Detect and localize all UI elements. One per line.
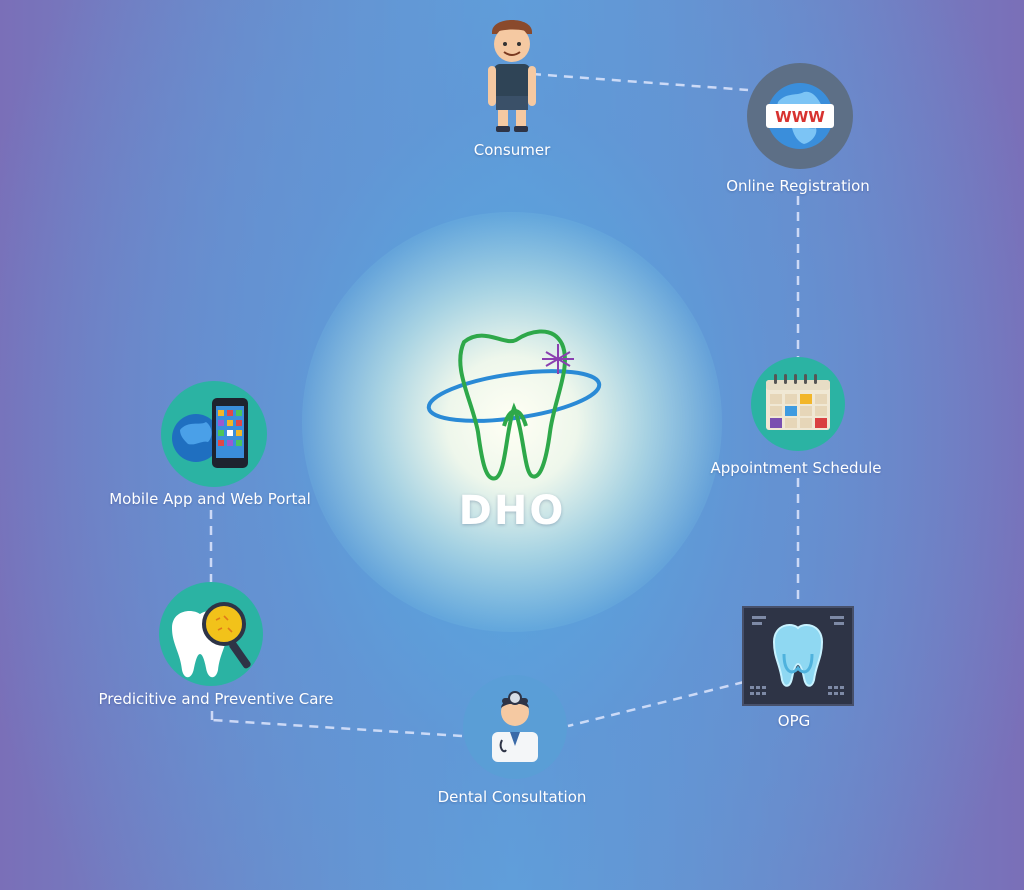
globe-www-icon: WWW [747, 63, 853, 169]
label-consumer: Consumer [473, 141, 551, 159]
label-mobile-app: Mobile App and Web Portal [109, 490, 311, 508]
tooth-logo-icon [426, 329, 602, 481]
label-predictive-care: Predicitive and Preventive Care [98, 690, 334, 708]
www-text: WWW [775, 108, 825, 126]
connector-opg-consultation [567, 680, 745, 728]
tooth-magnifier-icon [159, 582, 263, 686]
xray-tooth-icon [742, 606, 854, 706]
center-title: DHO [458, 488, 566, 534]
doctor-icon [463, 675, 567, 779]
label-opg: OPG [777, 712, 811, 730]
connector-consultation-predictive [211, 718, 463, 738]
label-appointment-schedule: Appointment Schedule [710, 459, 882, 477]
connector-consumer-registration [531, 72, 749, 92]
label-online-registration: Online Registration [726, 177, 870, 195]
person-icon [488, 20, 536, 132]
label-dental-consultation: Dental Consultation [437, 788, 587, 806]
calendar-icon [751, 357, 845, 451]
globe-phone-icon [161, 381, 267, 487]
